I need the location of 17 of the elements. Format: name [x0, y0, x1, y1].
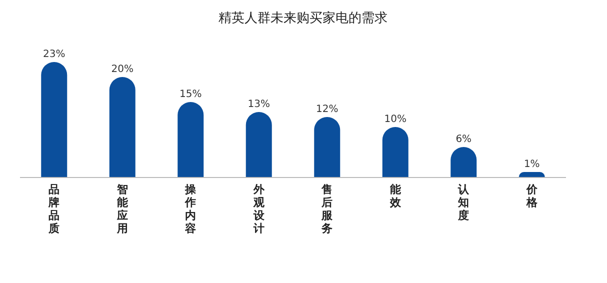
- data-label: 10%: [384, 114, 406, 125]
- data-label: 13%: [248, 99, 270, 110]
- x-tick-label: 操作内容: [184, 183, 198, 235]
- x-tick-label: 能效: [388, 183, 402, 209]
- data-label: 12%: [316, 104, 338, 115]
- data-label: 15%: [180, 89, 202, 100]
- data-label: 20%: [111, 64, 134, 75]
- data-label: 1%: [524, 159, 540, 170]
- chart-title: 精英人群未来购买家电的需求: [218, 10, 388, 26]
- x-tick-label: 外观设计: [252, 183, 266, 235]
- x-tick-label: 认知度: [457, 183, 470, 222]
- x-tick-label: 品牌品质: [48, 183, 60, 235]
- x-tick-label: 价格: [525, 183, 538, 209]
- data-label: 23%: [43, 49, 66, 60]
- data-label: 6%: [456, 134, 472, 145]
- x-tick-label: 智能应用: [116, 183, 129, 235]
- x-tick-label: 售后服务: [320, 183, 334, 235]
